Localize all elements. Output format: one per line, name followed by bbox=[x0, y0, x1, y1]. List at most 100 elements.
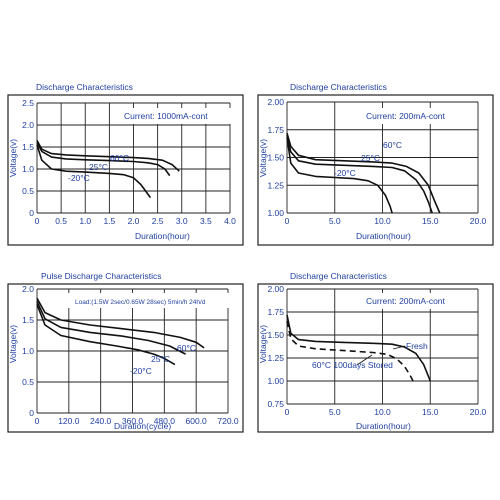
x-tick-label: 20.0 bbox=[470, 407, 487, 417]
y-tick-label: 0 bbox=[29, 208, 34, 218]
chart-frame bbox=[257, 283, 494, 433]
series-label: 60°C bbox=[110, 153, 129, 163]
series-line bbox=[286, 314, 432, 382]
x-tick-label: 3.0 bbox=[176, 216, 188, 226]
y-tick-label: 1.25 bbox=[267, 353, 284, 363]
x-tick-label: 0 bbox=[35, 416, 40, 426]
chart-title: Discharge Characteristics bbox=[290, 271, 387, 281]
series-line bbox=[286, 132, 441, 214]
chart-panel-2: Discharge Characteristics 0 5.0 10.0 15.0 20.… bbox=[257, 82, 494, 246]
y-tick-label: 1.50 bbox=[267, 330, 284, 340]
x-axis-label: Duration(cycle) bbox=[114, 421, 171, 431]
y-tick-label: 0 bbox=[29, 408, 34, 418]
chart-title: Pulse Discharge Characteristics bbox=[41, 271, 161, 281]
y-tick-label: 1.0 bbox=[22, 164, 34, 174]
y-tick-label: 2.00 bbox=[267, 97, 284, 107]
series-label: 25°C bbox=[89, 162, 108, 172]
series-line bbox=[36, 301, 186, 355]
x-tick-label: 0 bbox=[285, 216, 290, 226]
x-tick-label: 2.0 bbox=[128, 216, 140, 226]
chart-panel-1: Discharge Characteristics 0 0.5 1.0 1.5 2.0 2.… bbox=[7, 82, 244, 246]
y-tick-label: 1.75 bbox=[267, 125, 284, 135]
x-tick-label: 480.0 bbox=[154, 416, 176, 426]
x-axis-label: Duration(hour) bbox=[356, 231, 411, 241]
x-tick-label: 0 bbox=[35, 216, 40, 226]
x-tick-label: 360.0 bbox=[122, 416, 144, 426]
series-label: -20°C bbox=[130, 366, 152, 376]
annotation-text: Current: 200mA-cont bbox=[366, 111, 446, 121]
y-tick-label: 1.50 bbox=[267, 153, 284, 163]
x-tick-label: 10.0 bbox=[374, 216, 391, 226]
chart-panel-4: Discharge Characteristics 0 5.0 10.0 15.0 20.… bbox=[257, 271, 494, 433]
x-tick-label: 600.0 bbox=[186, 416, 208, 426]
y-axis-label: Voltage(v) bbox=[258, 139, 268, 177]
y-tick-label: 1.00 bbox=[267, 208, 284, 218]
series-line bbox=[36, 297, 205, 349]
series-label: 60°C bbox=[177, 343, 196, 353]
x-tick-label: 5.0 bbox=[329, 407, 341, 417]
x-tick-label: 0 bbox=[285, 407, 290, 417]
x-tick-label: 240.0 bbox=[90, 416, 112, 426]
annotation-box bbox=[118, 108, 234, 124]
y-tick-label: 2.0 bbox=[22, 120, 34, 130]
y-tick-label: 0.75 bbox=[267, 399, 284, 409]
y-tick-label: 2.0 bbox=[22, 284, 34, 294]
x-tick-label: 1.0 bbox=[79, 216, 91, 226]
x-tick-label: 15.0 bbox=[422, 216, 439, 226]
x-tick-label: 15.0 bbox=[422, 407, 439, 417]
series-label: 25°C bbox=[151, 354, 170, 364]
x-tick-label: 720.0 bbox=[217, 416, 239, 426]
x-tick-label: 5.0 bbox=[329, 216, 341, 226]
series-line bbox=[36, 304, 176, 366]
x-tick-label: 4.0 bbox=[224, 216, 236, 226]
x-axis-label: Duration(hour) bbox=[356, 421, 411, 431]
leader-line bbox=[392, 345, 406, 350]
chart-frame bbox=[7, 94, 244, 246]
y-tick-label: 1.75 bbox=[267, 307, 284, 317]
annotation-text: Current: 200mA-cont bbox=[366, 296, 446, 306]
series-line bbox=[36, 140, 180, 172]
x-tick-label: 20.0 bbox=[470, 216, 487, 226]
y-axis-label: Voltage(v) bbox=[258, 325, 268, 363]
y-tick-label: 1.25 bbox=[267, 180, 284, 190]
series-label: 25°C bbox=[361, 153, 380, 163]
y-axis-label: Voltage(v) bbox=[8, 139, 18, 177]
series-line bbox=[36, 142, 171, 177]
x-tick-label: 0.5 bbox=[55, 216, 67, 226]
x-axis-label: Duration(hour) bbox=[135, 231, 190, 241]
y-axis-label: Voltage(v) bbox=[8, 325, 18, 363]
series-line bbox=[286, 135, 433, 214]
y-tick-label: 0.5 bbox=[22, 377, 34, 387]
series-label: 60°C 100days Stored bbox=[312, 360, 393, 370]
y-tick-label: 2.00 bbox=[267, 284, 284, 294]
x-tick-label: 1.5 bbox=[103, 216, 115, 226]
series-label: Fresh bbox=[406, 341, 428, 351]
y-tick-label: 1.00 bbox=[267, 376, 284, 386]
y-tick-label: 0.5 bbox=[22, 186, 34, 196]
x-tick-label: 120.0 bbox=[58, 416, 80, 426]
series-line bbox=[286, 137, 393, 214]
y-tick-label: 1.5 bbox=[22, 315, 34, 325]
series-label: -20°C bbox=[334, 168, 356, 178]
x-tick-label: 3.5 bbox=[200, 216, 212, 226]
series-line bbox=[286, 321, 415, 384]
leader-line bbox=[356, 354, 373, 366]
series-label: 60°C bbox=[383, 140, 402, 150]
annotation-text: Load:(1.5W 2sec/0.65W 28sec) 5min/h 24h/… bbox=[75, 299, 206, 306]
x-tick-label: 2.5 bbox=[152, 216, 164, 226]
chart-title: Discharge Characteristics bbox=[290, 82, 387, 92]
x-tick-label: 10.0 bbox=[374, 407, 391, 417]
series-line bbox=[36, 144, 152, 199]
annotation-text: Current: 1000mA-cont bbox=[124, 111, 208, 121]
chart-panel-3: Pulse Discharge Characteristics 0 120.0 240… bbox=[7, 271, 244, 433]
annotation-box bbox=[360, 293, 476, 309]
chart-frame bbox=[7, 283, 244, 433]
chart-frame bbox=[257, 94, 494, 246]
y-tick-label: 1.5 bbox=[22, 142, 34, 152]
annotation-box bbox=[68, 293, 239, 308]
annotation-box bbox=[360, 108, 476, 124]
y-tick-label: 1.0 bbox=[22, 346, 34, 356]
chart-title: Discharge Characteristics bbox=[36, 82, 133, 92]
series-label: -20°C bbox=[68, 173, 90, 183]
